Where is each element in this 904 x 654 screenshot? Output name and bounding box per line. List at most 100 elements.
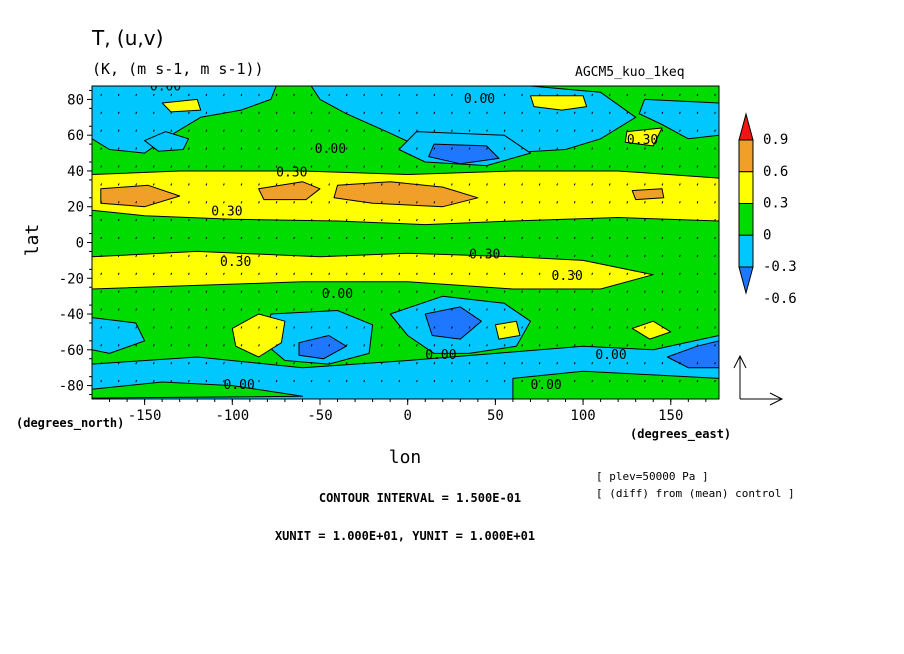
wind-vector xyxy=(188,218,190,222)
wind-vector xyxy=(696,272,699,275)
wind-vector xyxy=(240,129,243,132)
wind-vector xyxy=(293,290,295,293)
wind-vector xyxy=(275,326,278,329)
wind-vector xyxy=(310,218,313,222)
y-tick-label: -60 xyxy=(59,343,84,359)
wind-vector xyxy=(451,201,453,204)
wind-vector xyxy=(380,236,383,240)
wind-vector xyxy=(310,272,313,275)
wind-vector xyxy=(556,362,559,365)
wind-vector xyxy=(240,183,243,186)
wind-vector xyxy=(293,272,295,275)
wind-vector xyxy=(275,201,278,204)
wind-vector xyxy=(696,111,699,114)
wind-vector xyxy=(416,344,418,347)
contour-label: 0.30 xyxy=(220,255,251,270)
wind-vector xyxy=(521,201,523,204)
wind-vector xyxy=(626,183,629,186)
wind-vector xyxy=(521,290,523,293)
wind-vector xyxy=(696,379,699,383)
wind-vector xyxy=(188,254,190,258)
wind-vector xyxy=(451,344,453,347)
wind-vector xyxy=(363,272,366,275)
wind-vector xyxy=(328,201,331,204)
wind-vector xyxy=(661,201,664,204)
wind-vector xyxy=(345,308,348,311)
contour-region-12 xyxy=(100,184,181,208)
wind-vector xyxy=(696,183,699,186)
contour-label: 0.00 xyxy=(150,79,181,94)
wind-vector xyxy=(363,183,366,186)
wind-vector xyxy=(626,147,629,150)
contour-region-22 xyxy=(92,381,303,399)
wind-vector xyxy=(468,379,471,383)
wind-vector xyxy=(521,183,523,186)
wind-vector xyxy=(205,290,208,293)
wind-vector xyxy=(293,308,295,311)
wind-vector xyxy=(380,290,383,293)
wind-vector xyxy=(451,308,453,311)
wind-vector xyxy=(573,201,576,204)
wind-vector xyxy=(170,290,173,293)
experiment-name: AGCM5_kuo_1keq xyxy=(575,65,685,80)
wind-vector xyxy=(416,129,418,132)
wind-vector xyxy=(644,308,646,311)
wind-vector xyxy=(363,308,366,311)
wind-vector xyxy=(188,236,190,240)
wind-vector xyxy=(538,272,541,275)
wind-vector xyxy=(240,254,243,258)
wind-vector xyxy=(170,236,173,240)
y-tick-label: -40 xyxy=(59,307,84,323)
wind-vector xyxy=(240,165,243,168)
wind-vector xyxy=(135,362,138,365)
wind-vector xyxy=(608,326,611,329)
wind-vector xyxy=(398,362,401,365)
wind-vector xyxy=(380,129,383,132)
wind-vector xyxy=(275,290,278,293)
wind-vector xyxy=(117,308,120,311)
wind-vector xyxy=(538,326,541,329)
wind-vector xyxy=(328,236,331,240)
wind-vector xyxy=(679,111,681,114)
contour-region-23 xyxy=(512,370,719,399)
wind-vector xyxy=(345,254,348,258)
wind-vector xyxy=(310,129,313,132)
contour-label: 0.30 xyxy=(627,133,658,148)
wind-vector xyxy=(451,326,453,329)
wind-vector xyxy=(100,344,103,347)
wind-vector xyxy=(188,326,190,329)
wind-vector xyxy=(679,308,681,311)
wind-vector xyxy=(714,254,716,258)
wind-vector xyxy=(416,379,418,383)
wind-vector xyxy=(100,183,103,186)
wind-vector xyxy=(644,201,646,204)
wind-vector xyxy=(100,379,103,383)
wind-vector xyxy=(293,326,295,329)
wind-vector xyxy=(398,344,401,347)
contour-label: 0.30 xyxy=(552,269,583,284)
wind-vector xyxy=(591,254,594,258)
wind-vector xyxy=(608,362,611,365)
wind-vector xyxy=(538,165,541,168)
wind-vector xyxy=(608,129,611,132)
wind-vector xyxy=(486,379,488,383)
wind-vector xyxy=(521,362,523,365)
wind-vector xyxy=(170,183,173,186)
wind-vector xyxy=(100,308,103,311)
wind-vector xyxy=(661,183,664,186)
wind-vector xyxy=(117,344,120,347)
wind-vector xyxy=(152,290,155,293)
wind-vector xyxy=(310,183,313,186)
wind-vector xyxy=(223,183,225,186)
wind-vector xyxy=(644,183,646,186)
wind-vector xyxy=(451,218,453,222)
wind-vector xyxy=(416,147,418,150)
wind-vector xyxy=(380,111,383,114)
wind-vector xyxy=(661,218,664,222)
wind-vector xyxy=(416,111,418,114)
contour-region-14 xyxy=(333,181,479,208)
wind-vector xyxy=(556,183,559,186)
wind-vector xyxy=(275,308,278,311)
wind-vector xyxy=(258,344,260,347)
wind-vector xyxy=(714,201,716,204)
